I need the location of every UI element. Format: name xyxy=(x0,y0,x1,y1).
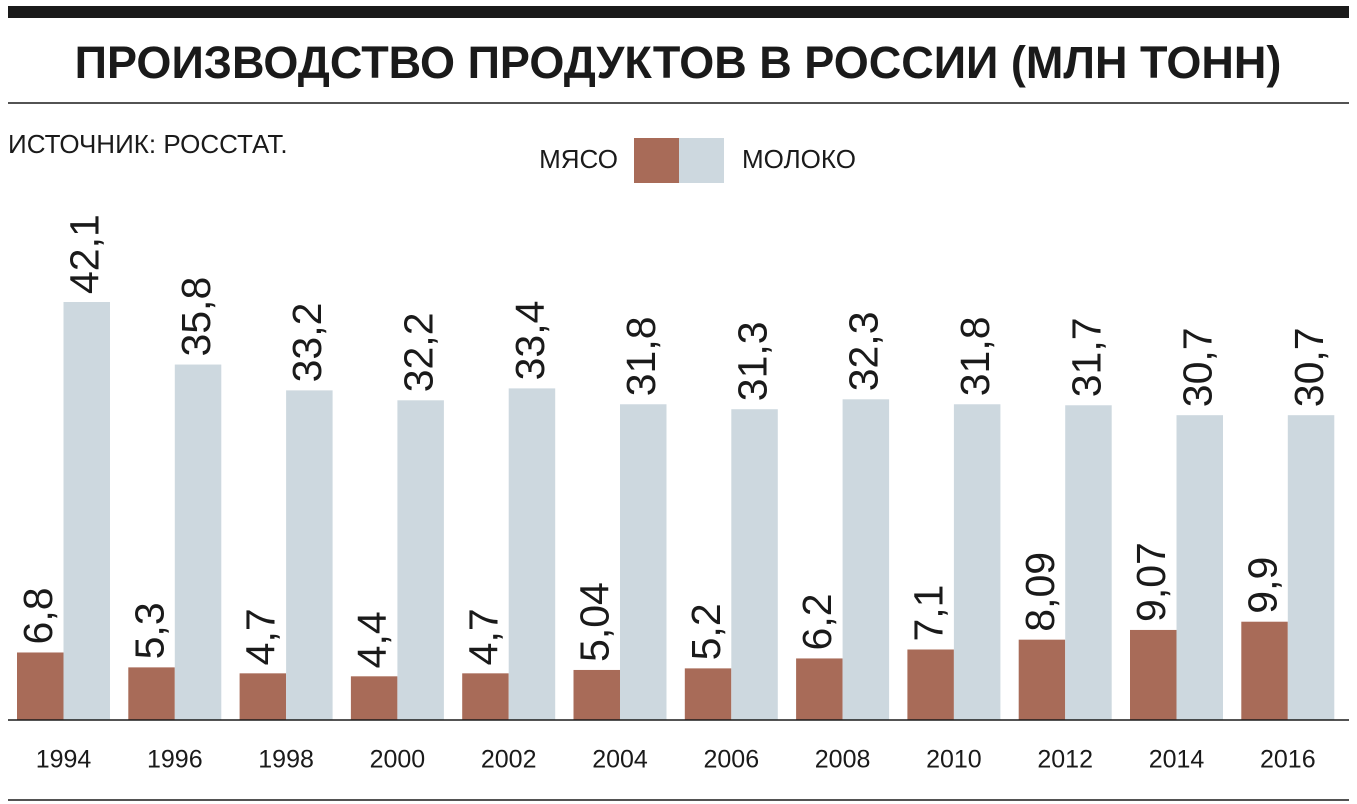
bar xyxy=(397,400,444,720)
bar xyxy=(953,404,1001,720)
value-label: 6,2 xyxy=(794,593,840,650)
value-label: 4,7 xyxy=(460,608,506,665)
value-label: 32,3 xyxy=(841,311,887,391)
value-label: 5,04 xyxy=(572,582,618,662)
value-label: 5,2 xyxy=(683,603,729,660)
bar xyxy=(1018,639,1066,720)
bar xyxy=(731,409,778,720)
bar xyxy=(1176,415,1223,720)
bar xyxy=(684,668,732,720)
x-tick-label: 2016 xyxy=(1260,746,1316,774)
bar xyxy=(239,673,287,720)
x-tick-label: 1996 xyxy=(147,746,203,774)
top-rule xyxy=(8,6,1349,18)
value-label: 42,1 xyxy=(62,214,108,294)
x-tick-label: 2012 xyxy=(1037,746,1093,774)
value-label: 31,8 xyxy=(952,316,998,396)
value-label: 32,2 xyxy=(395,312,441,392)
x-tick-label: 2010 xyxy=(926,746,982,774)
value-label: 8,09 xyxy=(1017,552,1063,632)
bar xyxy=(1241,621,1288,720)
value-label: 6,8 xyxy=(15,587,61,644)
x-tick-label: 2008 xyxy=(815,746,871,774)
x-tick-label: 2014 xyxy=(1149,746,1205,774)
bar xyxy=(1065,405,1112,720)
bar xyxy=(63,302,110,720)
value-label: 31,8 xyxy=(618,316,664,396)
bar xyxy=(907,649,954,720)
value-label: 9,9 xyxy=(1239,557,1285,614)
value-label: 30,7 xyxy=(1175,327,1221,407)
bar xyxy=(174,364,222,720)
value-label: 30,7 xyxy=(1286,327,1332,407)
chart-title: ПРОИЗВОДСТВО ПРОДУКТОВ В РОССИИ (МЛН ТОН… xyxy=(75,37,1282,88)
bar xyxy=(17,652,64,720)
x-tick-label: 1994 xyxy=(36,746,92,774)
bar xyxy=(128,667,175,720)
bar xyxy=(462,673,509,720)
x-tick-label: 2002 xyxy=(481,746,537,774)
value-label: 9,07 xyxy=(1128,542,1174,622)
value-label: 33,2 xyxy=(284,303,330,383)
value-label: 5,3 xyxy=(126,602,172,659)
bar xyxy=(620,404,667,720)
legend-label: МЯСО xyxy=(539,144,618,174)
x-tick-label: 1998 xyxy=(258,746,314,774)
bar xyxy=(1130,629,1177,720)
value-label: 7,1 xyxy=(905,585,951,642)
value-label: 31,3 xyxy=(729,321,775,401)
value-label: 31,7 xyxy=(1063,317,1109,397)
legend-swatch xyxy=(634,138,679,183)
value-label: 35,8 xyxy=(173,277,219,357)
bar xyxy=(286,390,333,720)
bar xyxy=(796,658,843,720)
bar xyxy=(508,388,556,720)
x-tick-label: 2000 xyxy=(370,746,426,774)
bar xyxy=(1287,415,1335,720)
bar xyxy=(842,399,890,720)
legend-swatch xyxy=(679,138,724,183)
value-label: 33,4 xyxy=(507,301,553,381)
bar xyxy=(573,669,620,720)
value-label: 4,4 xyxy=(349,611,395,668)
source: ИСТОЧНИК: РОССТАТ. xyxy=(8,129,288,159)
value-label: 4,7 xyxy=(238,608,284,665)
x-tick-label: 2004 xyxy=(592,746,648,774)
legend-label: МОЛОКО xyxy=(742,144,856,174)
bar xyxy=(350,676,398,720)
x-tick-label: 2006 xyxy=(703,746,759,774)
